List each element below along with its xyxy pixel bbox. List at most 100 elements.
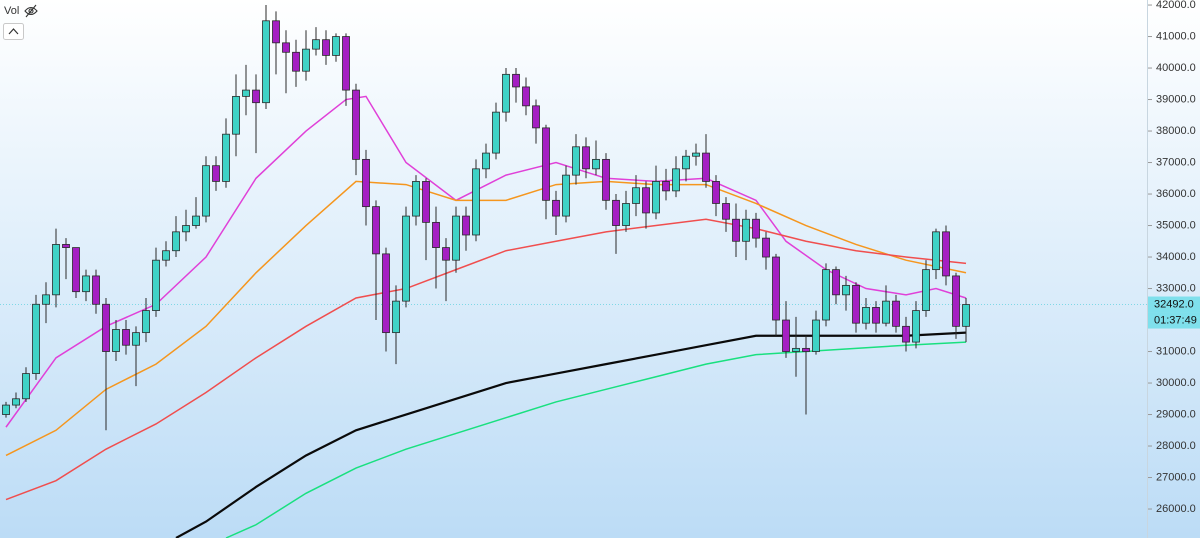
candle-body [782,319,790,352]
candle-body [162,250,170,261]
moving-average-line [5,180,967,457]
candle-body [922,269,930,311]
candle-body [372,206,380,255]
candle-body [642,187,650,214]
candle-body [322,39,330,56]
hide-icon[interactable] [24,4,38,18]
y-tick-label: 37000.0 [1156,156,1196,168]
candle-body [772,256,780,321]
candle-body [62,244,70,248]
candle-body [812,319,820,352]
candle-body [712,181,720,204]
candle-body [702,152,710,182]
y-tick-label: 29000.0 [1156,408,1196,420]
candle-body [272,20,280,44]
candle-body [212,165,220,182]
candle-body [22,373,30,400]
candle-body [912,310,920,343]
candle-body [482,152,490,170]
last-price-box [1148,296,1200,313]
y-tick-label: 42000.0 [1156,0,1196,11]
candle-body [292,51,300,72]
candle-body [572,146,580,176]
candle-body [722,203,730,220]
candle-body [652,181,660,214]
candle-body [502,73,510,113]
candle-body [952,275,960,327]
candle-body [182,225,190,233]
candle-body [462,215,470,236]
candle-body [102,303,110,352]
candle-body [52,244,60,296]
candle-body [802,347,810,352]
candle-body [632,187,640,204]
candle-body [12,398,20,406]
candle-body [122,329,130,346]
candle-body [332,36,340,56]
candle-body [962,304,970,327]
candle-body [152,259,160,311]
candle-body [32,303,40,374]
y-tick-label: 39000.0 [1156,93,1196,105]
candle-body [242,89,250,97]
candle-body [932,231,940,271]
candle-body [752,218,760,239]
candle-body [842,284,850,296]
candle-body [692,152,700,157]
candle-body [582,146,590,170]
candle-body [432,221,440,248]
candle-body [762,237,770,258]
candle-body [872,307,880,324]
price-axis: 26000.0 27000.0 28000.0 29000.0 30000.0 31000… [1148,0,1200,515]
candle-body [822,269,830,321]
moving-average-line [175,331,967,538]
candle-body [202,165,210,217]
candle-body [792,347,800,352]
candle-body [472,168,480,236]
moving-average-line [225,341,967,538]
candle-body [662,181,670,192]
y-tick-label: 36000.0 [1156,188,1196,200]
candle-body [892,300,900,327]
y-tick-label: 41000.0 [1156,30,1196,42]
candle-body [172,231,180,252]
candle-body [522,86,530,107]
y-tick-label: 30000.0 [1156,377,1196,389]
candle-body [732,218,740,242]
candle-body [82,275,90,293]
candle-body [552,199,560,217]
candle-body [562,174,570,217]
candle-body [382,253,390,334]
candle-body [862,307,870,324]
candle-body [192,215,200,226]
countdown-box [1148,312,1200,329]
candle-body [542,127,550,201]
candle-body [352,89,360,160]
candle-body [362,158,370,208]
last-price-label: 32492.0 [1154,298,1194,310]
candle-body [342,36,350,91]
y-tick-label: 35000.0 [1156,219,1196,231]
y-tick-label: 28000.0 [1156,440,1196,452]
moving-average-line [5,218,967,501]
candle-body [532,105,540,129]
y-tick-label: 33000.0 [1156,282,1196,294]
candle-body [422,181,430,223]
collapse-button[interactable] [3,23,24,40]
candle-body [392,300,400,334]
plot-area [0,5,1148,538]
candle-body [92,275,100,305]
candle-body [72,247,80,293]
countdown-label: 01:37:49 [1154,314,1197,326]
candle-body [2,404,10,415]
candle-body [882,300,890,324]
candle-body [442,247,450,261]
candle-body [282,42,290,53]
candle-body [312,39,320,50]
candle-body [262,20,270,104]
candle-body [742,218,750,242]
indicator-label: Vol [4,5,19,17]
y-tick-label: 31000.0 [1156,345,1196,357]
